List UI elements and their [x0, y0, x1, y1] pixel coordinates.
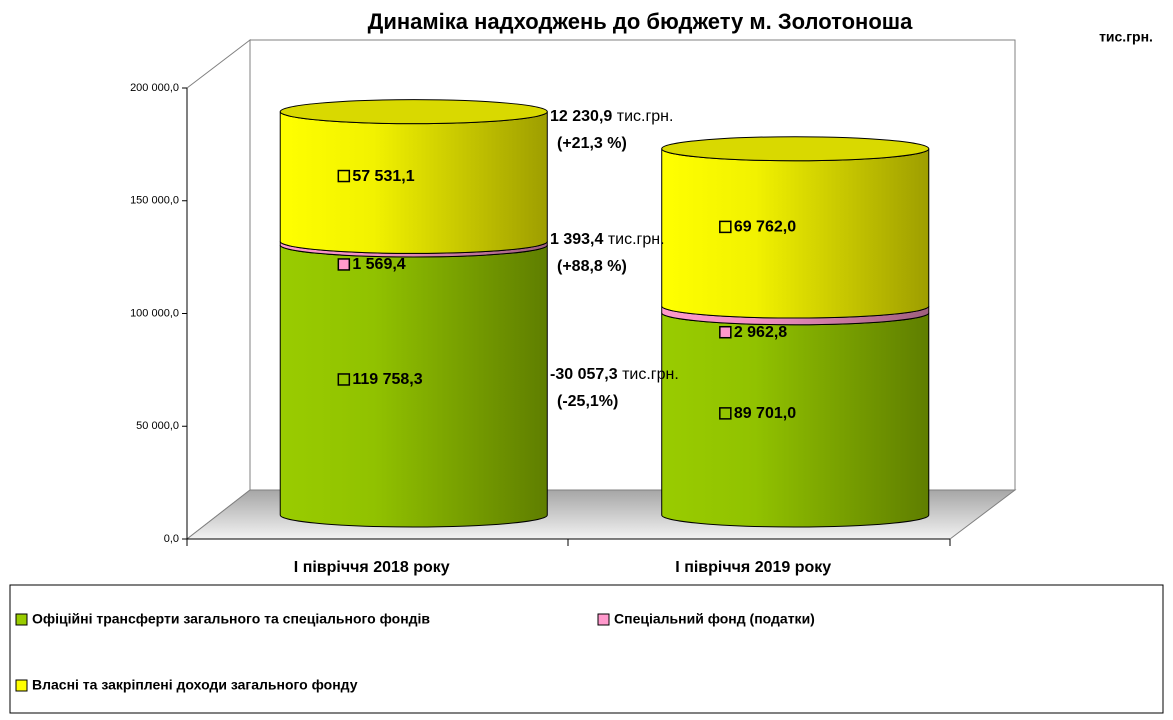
data-label: 1 569,4 [352, 256, 405, 273]
y-tick-label: 100 000,0 [130, 307, 179, 319]
label-swatch [337, 169, 351, 183]
label-swatch [719, 325, 732, 339]
legend-label: Офіційні трансферти загального та спеціа… [32, 611, 430, 627]
annotation-unit: тис.грн. [608, 231, 665, 248]
annotation-change: (-25,1%) [557, 393, 618, 410]
legend-swatch [15, 679, 28, 692]
y-tick-label: 0,0 [164, 533, 179, 545]
data-label: 69 762,0 [734, 219, 796, 236]
y-tick-label: 150 000,0 [130, 195, 179, 207]
annotation-unit: тис.грн. [617, 108, 674, 125]
y-tick-label: 50 000,0 [136, 420, 179, 432]
data-label: 57 531,1 [352, 168, 414, 185]
chart-title: Динаміка надходжень до бюджету м. Золото… [368, 9, 913, 34]
label-swatch [719, 220, 732, 234]
bar-top [279, 99, 548, 125]
data-label: 89 701,0 [734, 405, 796, 422]
legend-swatch [597, 613, 610, 626]
annotation: 12 230,9 тис.грн. [550, 108, 673, 125]
legend-label: Спеціальний фонд (податки) [614, 611, 815, 627]
annotation-unit: тис.грн. [622, 366, 679, 383]
legend-swatch [15, 613, 28, 626]
x-tick-label: І півріччя 2019 року [675, 559, 831, 576]
label-swatch [719, 407, 732, 420]
data-label: 2 962,8 [734, 324, 787, 341]
x-tick-label: І півріччя 2018 року [294, 559, 450, 576]
legend-label: Власні та закріплені доходи загального ф… [32, 677, 358, 693]
annotation-change: (+21,3 %) [557, 135, 627, 152]
bar-top [661, 136, 930, 162]
y-tick-label: 200 000,0 [130, 82, 179, 94]
annotation-change: (+88,8 %) [557, 258, 627, 275]
legend-box [9, 584, 1164, 714]
unit-label: тис.грн. [1099, 29, 1153, 45]
data-label: 119 758,3 [352, 371, 422, 388]
label-swatch [337, 258, 351, 271]
label-swatch [337, 373, 351, 386]
side-wall [186, 38, 251, 541]
annotation: 1 393,4 тис.грн. [550, 231, 665, 248]
annotation: -30 057,3 тис.грн. [550, 366, 679, 383]
annotation-amount: 12 230,9 [550, 108, 612, 125]
annotation-amount: 1 393,4 [550, 231, 603, 248]
annotation-amount: -30 057,3 [550, 366, 618, 383]
